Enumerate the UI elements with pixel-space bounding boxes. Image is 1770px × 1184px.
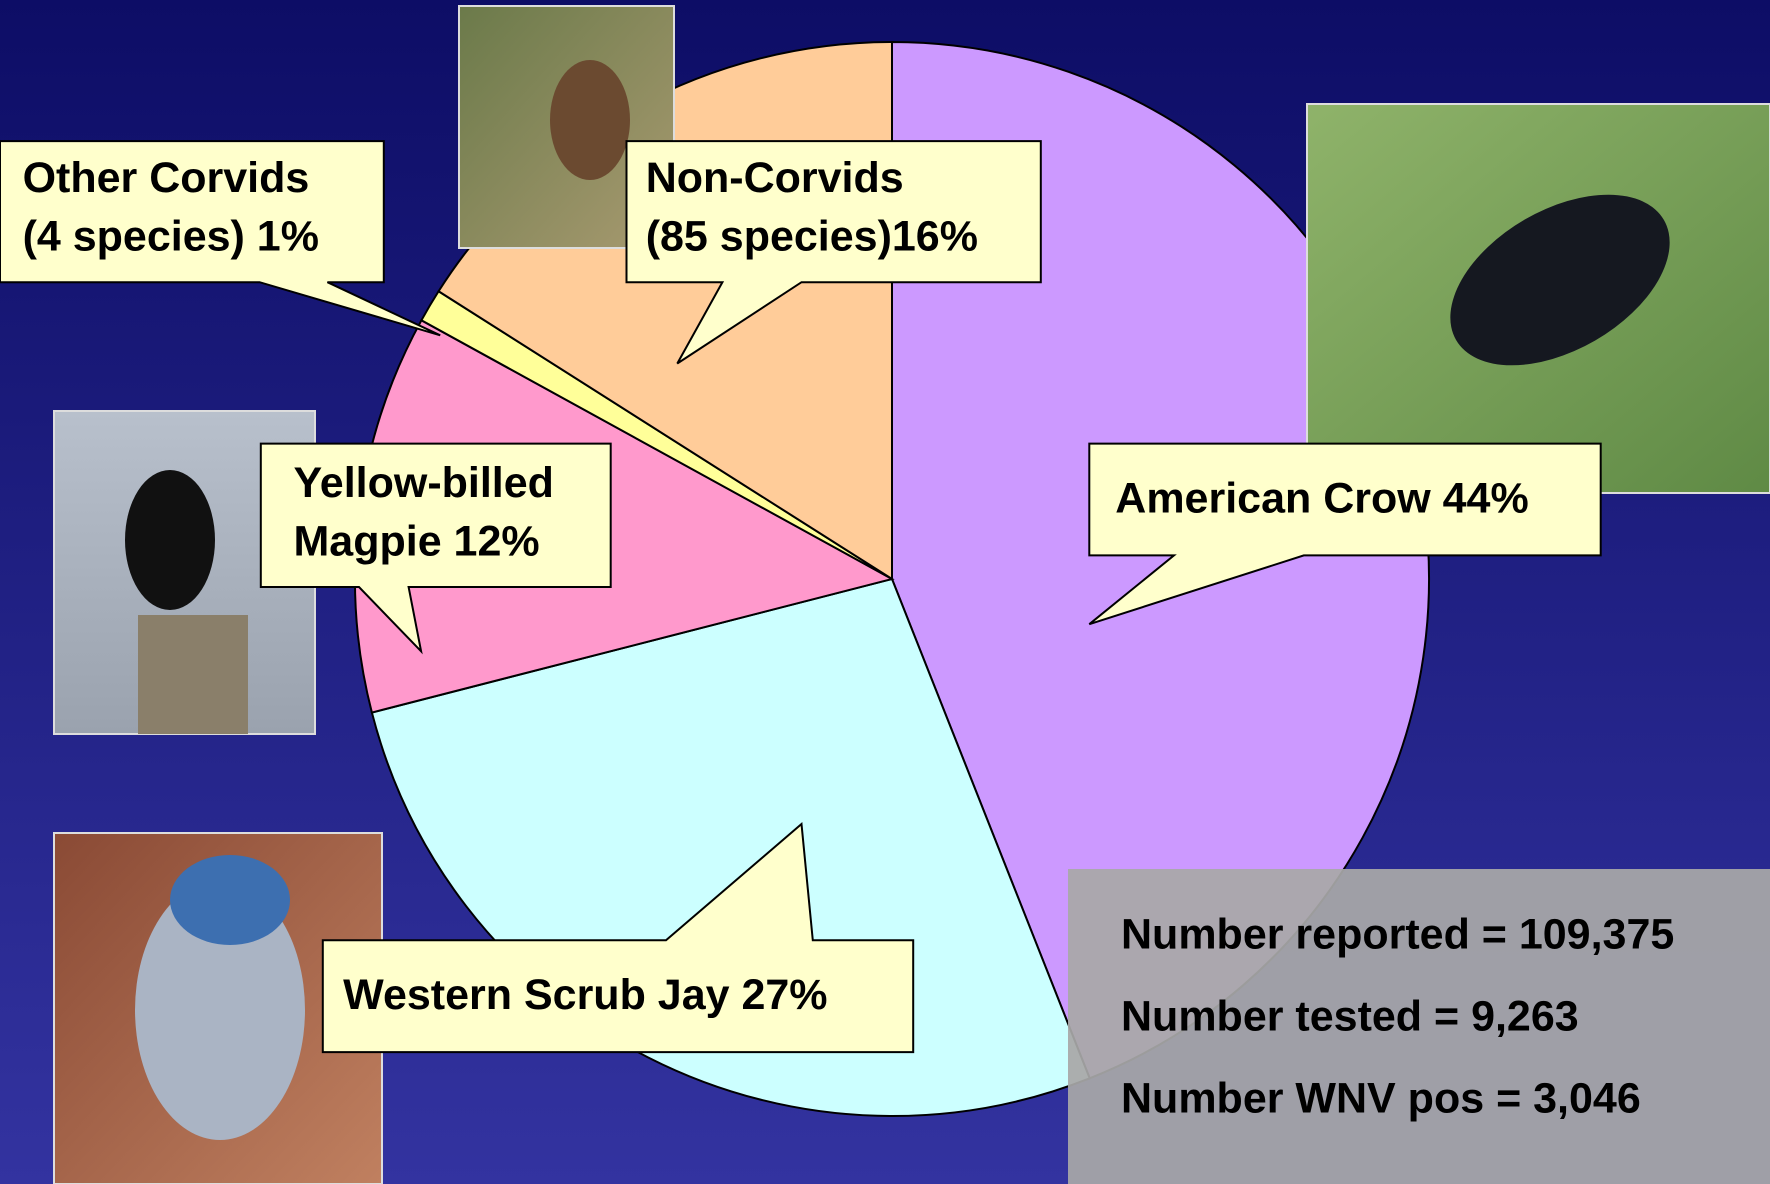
bird-shape xyxy=(170,855,290,945)
callouts: American Crow 44% Western Scrub Jay 27% Ye… xyxy=(0,140,1602,1054)
data-label: (85 species)16% xyxy=(646,213,978,261)
bird-shape xyxy=(125,470,215,610)
annotation: Number WNV pos = 3,046 xyxy=(1121,1074,1641,1122)
post xyxy=(138,615,248,734)
callout-box xyxy=(1088,442,1602,626)
data-label: Other Corvids xyxy=(23,154,310,202)
data-label: Western Scrub Jay 27% xyxy=(343,971,827,1019)
bird-shape xyxy=(135,880,305,1140)
data-label: Yellow-billed xyxy=(293,459,553,507)
annotation: Number reported = 109,375 xyxy=(1121,910,1674,958)
data-label: American Crow 44% xyxy=(1115,475,1528,523)
annotation: Number tested = 9,263 xyxy=(1121,992,1579,1040)
callout-box xyxy=(0,140,441,337)
data-label: Magpie 12% xyxy=(293,517,539,565)
data-label: Non-Corvids xyxy=(646,154,904,202)
bird-shape xyxy=(1450,194,1670,366)
data-label: (4 species) 1% xyxy=(23,213,319,261)
stats-box xyxy=(1068,869,1770,1184)
callout-box xyxy=(625,140,1042,365)
bird-shape xyxy=(550,60,630,180)
callout-box xyxy=(259,442,612,655)
callout-box xyxy=(321,821,915,1054)
stats: Number reported = 109,375 Number tested =… xyxy=(1121,910,1674,1122)
